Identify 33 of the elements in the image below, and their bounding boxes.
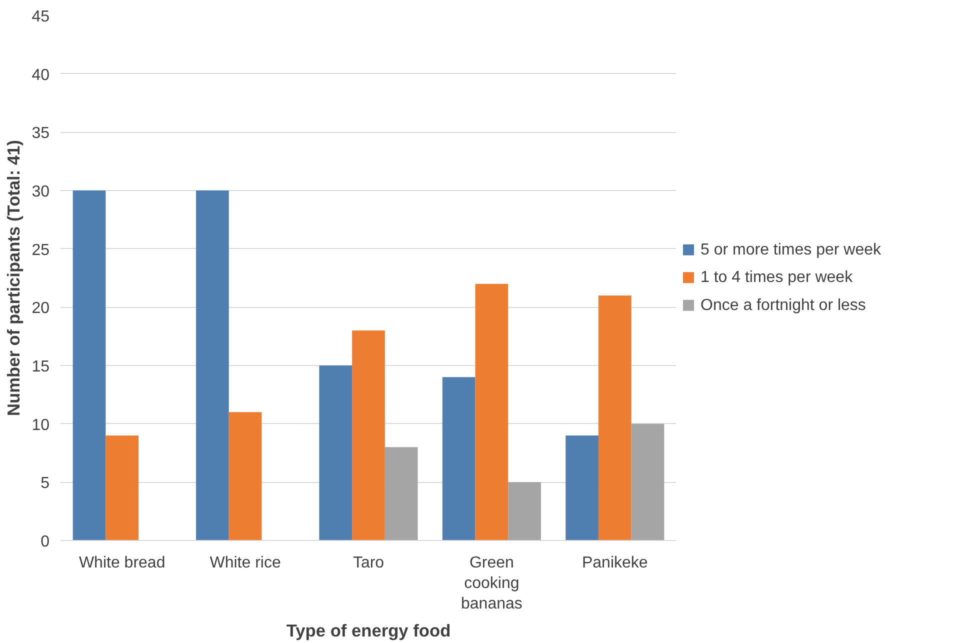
legend-label: 5 or more times per week [700,241,882,258]
legend-label: Once a fortnight or less [700,296,866,314]
y-tick-label: 30 [32,184,50,200]
x-axis-title: Type of energy food [286,620,451,640]
y-tick-label: 20 [32,300,50,318]
x-tick-label: Panikeke [582,554,648,572]
bar [566,436,598,540]
bar [196,190,229,540]
y-tick-label: 45 [32,8,50,26]
bar [352,330,385,540]
bar [228,412,262,540]
y-tick-label: 5 [40,475,50,492]
y-tick-label: 10 [32,416,50,434]
bar [598,296,632,540]
bar [631,424,664,540]
y-tick-label: 0 [40,534,50,550]
x-tick-label: White bread [78,554,166,572]
bar [442,377,476,540]
y-tick-label: 15 [32,358,50,376]
bar [319,366,352,540]
bar [72,190,106,540]
bar [106,436,139,540]
y-tick-label: 40 [32,66,50,84]
bar [475,284,508,540]
legend-label: 1 to 4 times per week [700,269,854,286]
y-tick-label: 35 [32,125,50,142]
y-axis-title: Number of participants (Total: 41) [4,140,24,416]
x-tick-label: Green cooking bananas [461,554,522,612]
bar [384,447,418,540]
y-tick-label: 25 [32,242,50,259]
x-tick-label: White rice [210,554,281,572]
bar [508,482,541,540]
x-tick-label: Taro [352,554,384,572]
